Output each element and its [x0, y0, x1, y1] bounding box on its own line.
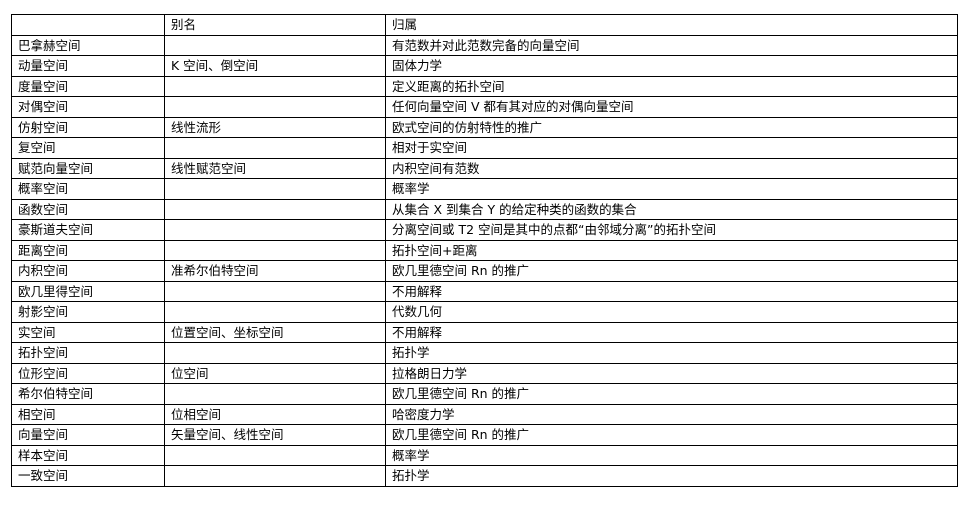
alias-cell [164, 75, 386, 97]
table-row: 豪斯道夫空间 分离空间或 T2 空间是其中的点都“由邻域分离”的拓扑空间 [11, 219, 958, 241]
table-row: 复空间 相对于实空间 [11, 137, 958, 159]
field-cell: 概率学 [385, 444, 958, 466]
name-cell: 相空间 [11, 403, 165, 425]
table-row: 内积空间 准希尔伯特空间 欧几里德空间 Rn 的推广 [11, 260, 958, 282]
alias-cell [164, 342, 386, 364]
table-row: 仿射空间 线性流形 欧式空间的仿射特性的推广 [11, 116, 958, 138]
name-cell: 内积空间 [11, 260, 165, 282]
field-cell: 欧几里德空间 Rn 的推广 [385, 424, 958, 446]
name-cell: 一致空间 [11, 465, 165, 487]
table-row: 度量空间 定义距离的拓扑空间 [11, 75, 958, 97]
table-row: 拓扑空间 拓扑学 [11, 342, 958, 364]
field-cell: 不用解释 [385, 321, 958, 343]
name-cell: 函数空间 [11, 198, 165, 220]
header-cell-field: 归属 [385, 14, 958, 36]
field-cell: 任何向量空间 V 都有其对应的对偶向量空间 [385, 96, 958, 118]
field-cell: 有范数并对此范数完备的向量空间 [385, 34, 958, 56]
alias-cell: 矢量空间、线性空间 [164, 424, 386, 446]
name-cell: 巴拿赫空间 [11, 34, 165, 56]
alias-cell [164, 178, 386, 200]
table-row: 样本空间 概率学 [11, 444, 958, 466]
field-cell: 从集合 X 到集合 Y 的给定种类的函数的集合 [385, 198, 958, 220]
alias-cell [164, 239, 386, 261]
name-cell: 度量空间 [11, 75, 165, 97]
table-row: 巴拿赫空间 有范数并对此范数完备的向量空间 [11, 34, 958, 56]
alias-cell [164, 198, 386, 220]
field-cell: 欧式空间的仿射特性的推广 [385, 116, 958, 138]
field-cell: 概率学 [385, 178, 958, 200]
alias-cell: 线性流形 [164, 116, 386, 138]
field-cell: 拓扑学 [385, 465, 958, 487]
table-row: 赋范向量空间 线性赋范空间 内积空间有范数 [11, 157, 958, 179]
alias-cell: K 空间、倒空间 [164, 55, 386, 77]
name-cell: 概率空间 [11, 178, 165, 200]
table-row: 欧几里得空间 不用解释 [11, 280, 958, 302]
name-cell: 复空间 [11, 137, 165, 159]
field-cell: 相对于实空间 [385, 137, 958, 159]
name-cell: 位形空间 [11, 362, 165, 384]
header-cell-name [11, 14, 165, 36]
table-row: 位形空间 位空间 拉格朗日力学 [11, 362, 958, 384]
alias-cell [164, 137, 386, 159]
name-cell: 赋范向量空间 [11, 157, 165, 179]
alias-cell [164, 383, 386, 405]
alias-cell: 准希尔伯特空间 [164, 260, 386, 282]
alias-cell [164, 34, 386, 56]
field-cell: 不用解释 [385, 280, 958, 302]
field-cell: 拉格朗日力学 [385, 362, 958, 384]
name-cell: 欧几里得空间 [11, 280, 165, 302]
field-cell: 代数几何 [385, 301, 958, 323]
name-cell: 对偶空间 [11, 96, 165, 118]
field-cell: 欧几里德空间 Rn 的推广 [385, 260, 958, 282]
table-row: 实空间 位置空间、坐标空间 不用解释 [11, 321, 958, 343]
table-row: 距离空间 拓扑空间+距离 [11, 239, 958, 261]
name-cell: 豪斯道夫空间 [11, 219, 165, 241]
table-row: 希尔伯特空间 欧几里德空间 Rn 的推广 [11, 383, 958, 405]
alias-cell [164, 301, 386, 323]
alias-cell [164, 96, 386, 118]
table-row: 射影空间 代数几何 [11, 301, 958, 323]
name-cell: 向量空间 [11, 424, 165, 446]
name-cell: 希尔伯特空间 [11, 383, 165, 405]
table-row: 一致空间 拓扑学 [11, 465, 958, 487]
alias-cell [164, 465, 386, 487]
alias-cell: 位空间 [164, 362, 386, 384]
table-row: 对偶空间 任何向量空间 V 都有其对应的对偶向量空间 [11, 96, 958, 118]
table-row: 动量空间 K 空间、倒空间 固体力学 [11, 55, 958, 77]
spaces-table: 别名 归属 巴拿赫空间 有范数并对此范数完备的向量空间 动量空间 K 空间、倒空间 固体… [11, 14, 958, 487]
name-cell: 动量空间 [11, 55, 165, 77]
header-cell-alias: 别名 [164, 14, 386, 36]
field-cell: 拓扑空间+距离 [385, 239, 958, 261]
field-cell: 分离空间或 T2 空间是其中的点都“由邻域分离”的拓扑空间 [385, 219, 958, 241]
field-cell: 固体力学 [385, 55, 958, 77]
name-cell: 拓扑空间 [11, 342, 165, 364]
table-header-row: 别名 归属 [11, 14, 958, 36]
field-cell: 欧几里德空间 Rn 的推广 [385, 383, 958, 405]
name-cell: 实空间 [11, 321, 165, 343]
table-row: 向量空间 矢量空间、线性空间 欧几里德空间 Rn 的推广 [11, 424, 958, 446]
alias-cell [164, 219, 386, 241]
alias-cell [164, 280, 386, 302]
field-cell: 内积空间有范数 [385, 157, 958, 179]
field-cell: 拓扑学 [385, 342, 958, 364]
table-row: 相空间 位相空间 哈密度力学 [11, 403, 958, 425]
name-cell: 射影空间 [11, 301, 165, 323]
table-row: 函数空间 从集合 X 到集合 Y 的给定种类的函数的集合 [11, 198, 958, 220]
field-cell: 定义距离的拓扑空间 [385, 75, 958, 97]
table-row: 概率空间 概率学 [11, 178, 958, 200]
field-cell: 哈密度力学 [385, 403, 958, 425]
name-cell: 仿射空间 [11, 116, 165, 138]
name-cell: 距离空间 [11, 239, 165, 261]
name-cell: 样本空间 [11, 444, 165, 466]
alias-cell: 线性赋范空间 [164, 157, 386, 179]
alias-cell [164, 444, 386, 466]
alias-cell: 位相空间 [164, 403, 386, 425]
alias-cell: 位置空间、坐标空间 [164, 321, 386, 343]
